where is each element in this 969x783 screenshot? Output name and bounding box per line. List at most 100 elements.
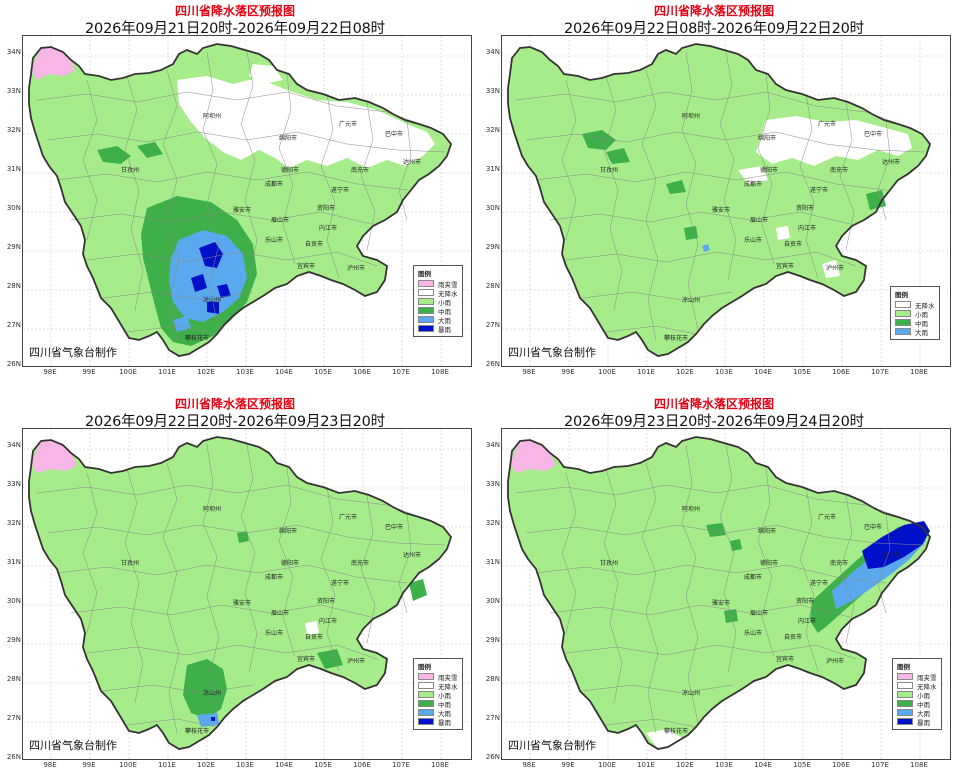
lon-tick: 102E [197, 368, 215, 376]
lat-tick: 34N [485, 441, 500, 449]
lon-tick: 103E [715, 368, 733, 376]
city-label: 甘孜州 [600, 166, 618, 174]
city-label: 泸州市 [826, 657, 844, 665]
city-label: 遂宁市 [331, 579, 349, 587]
city-labels: 阿坝州 绵阳市 广元市 巴中市 达州市 南充市 遂宁市 德阳市 成都市 甘孜州 … [600, 505, 900, 735]
legend-item: 小雨 [897, 690, 937, 700]
legend: 图例 雨夹雪 无降水 小雨 中雨 大雨 暴雨 [413, 658, 463, 730]
lon-tick: 108E [431, 368, 449, 376]
lon-tick: 100E [119, 368, 137, 376]
lat-tick: 31N [485, 558, 500, 566]
city-label: 甘孜州 [121, 559, 139, 567]
city-label: 眉山市 [750, 216, 768, 224]
legend-item: 无降水 [418, 288, 458, 298]
city-label: 成都市 [265, 180, 283, 188]
lon-tick: 103E [715, 761, 733, 769]
rain-snow-area [31, 47, 75, 80]
city-label: 宜宾市 [297, 655, 315, 663]
map-panel-1: 四川省降水落区预报图 2026年09月21日20时-2026年09月22日08时 [0, 0, 472, 380]
city-label: 凉山州 [203, 296, 221, 304]
lon-tick: 101E [637, 368, 655, 376]
city-label: 南充市 [830, 559, 848, 567]
lon-tick: 98E [522, 368, 536, 376]
panel-date-range: 2026年09月22日08时-2026年09月22日20时 [564, 21, 864, 37]
city-label: 雅安市 [233, 206, 251, 214]
precipitation-map-svg: 阿坝州 绵阳市 广元市 巴中市 达州市 南充市 遂宁市 德阳市 成都市 甘孜州 … [23, 36, 471, 366]
city-label: 达州市 [403, 158, 421, 166]
city-label: 达州市 [403, 551, 421, 559]
lat-tick: 29N [6, 243, 21, 251]
lon-tick: 108E [910, 761, 928, 769]
legend-item: 大雨 [897, 708, 937, 718]
legend-title: 图例 [895, 291, 908, 299]
lat-tick: 34N [6, 48, 21, 56]
city-label: 攀枝花市 [185, 727, 209, 735]
lon-tick: 98E [43, 761, 57, 769]
city-label: 德阳市 [760, 166, 778, 174]
heavy-rain-area [702, 244, 710, 252]
lat-tick: 34N [6, 441, 21, 449]
lat-tick: 31N [485, 165, 500, 173]
lat-tick: 27N [485, 714, 500, 722]
city-label: 南充市 [351, 559, 369, 567]
lon-tick: 107E [392, 368, 410, 376]
lat-tick: 30N [6, 204, 21, 212]
lat-tick: 33N [6, 87, 21, 95]
legend-item: 雨夹雪 [897, 672, 937, 682]
precipitation-map-svg: 阿坝州 绵阳市 广元市 巴中市 达州市 南充市 遂宁市 德阳市 成都市 甘孜州 … [23, 429, 471, 759]
city-label: 巴中市 [385, 523, 403, 531]
panel-date-range: 2026年09月21日20时-2026年09月22日08时 [85, 21, 385, 37]
lon-tick: 102E [676, 761, 694, 769]
legend-item: 中雨 [895, 318, 935, 328]
city-label: 绵阳市 [279, 527, 297, 535]
lat-tick: 27N [485, 321, 500, 329]
city-label: 阿坝州 [682, 505, 700, 513]
lat-tick: 26N [485, 753, 500, 761]
city-label: 资阳市 [796, 597, 814, 605]
light-rain-area [508, 44, 930, 356]
lat-tick: 29N [485, 243, 500, 251]
legend-item: 无降水 [895, 300, 935, 310]
lat-tick: 32N [485, 126, 500, 134]
heavy-rain-area [197, 713, 219, 727]
lon-tick: 101E [637, 761, 655, 769]
city-label: 达州市 [882, 551, 900, 559]
city-label: 自贡市 [784, 240, 802, 248]
city-label: 巴中市 [385, 130, 403, 138]
lon-tick: 102E [676, 368, 694, 376]
city-label: 乐山市 [744, 236, 762, 244]
lon-tick: 100E [598, 761, 616, 769]
legend-item: 大雨 [418, 708, 458, 718]
city-label: 自贡市 [305, 240, 323, 248]
precipitation-map-svg: 阿坝州 绵阳市 广元市 巴中市 达州市 南充市 遂宁市 德阳市 成都市 甘孜州 … [502, 36, 950, 366]
lon-tick: 98E [43, 368, 57, 376]
lat-tick: 33N [485, 87, 500, 95]
lon-tick: 107E [871, 761, 889, 769]
legend-title: 图例 [418, 270, 431, 278]
city-label: 凉山州 [682, 689, 700, 697]
lon-tick: 103E [236, 368, 254, 376]
city-label: 凉山州 [682, 296, 700, 304]
legend-item: 中雨 [418, 699, 458, 709]
legend-item: 暴雨 [418, 717, 458, 727]
lat-tick: 30N [485, 204, 500, 212]
city-label: 攀枝花市 [185, 334, 209, 342]
legend-item: 小雨 [895, 309, 935, 319]
lat-tick: 29N [485, 636, 500, 644]
legend-item: 大雨 [418, 315, 458, 325]
city-label: 泸州市 [347, 264, 365, 272]
rainstorm-area [191, 242, 231, 314]
lat-tick: 33N [6, 480, 21, 488]
city-labels: 阿坝州 绵阳市 广元市 巴中市 达州市 南充市 遂宁市 德阳市 成都市 甘孜州 … [600, 112, 900, 342]
legend: 图例 雨夹雪 无降水 小雨 中雨 大雨 暴雨 [892, 658, 942, 730]
lat-tick: 28N [6, 282, 21, 290]
city-label: 遂宁市 [810, 579, 828, 587]
city-label: 广元市 [339, 513, 357, 521]
city-label: 广元市 [818, 513, 836, 521]
legend-item: 小雨 [418, 297, 458, 307]
city-label: 甘孜州 [600, 559, 618, 567]
lon-tick: 104E [275, 761, 293, 769]
moderate-rain-area [706, 523, 742, 623]
legend-item: 大雨 [895, 327, 935, 337]
city-label: 雅安市 [233, 599, 251, 607]
